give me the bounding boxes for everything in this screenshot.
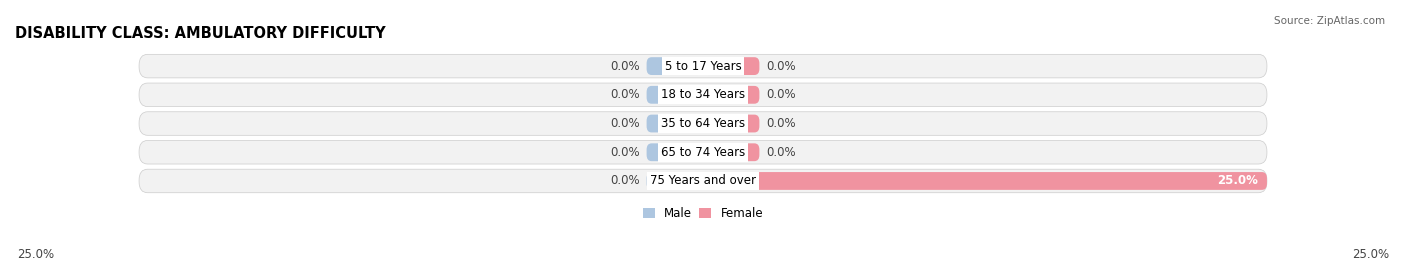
Text: 25.0%: 25.0%	[1218, 175, 1258, 187]
FancyBboxPatch shape	[139, 83, 1267, 107]
FancyBboxPatch shape	[139, 140, 1267, 164]
FancyBboxPatch shape	[703, 143, 759, 161]
Text: 75 Years and over: 75 Years and over	[650, 175, 756, 187]
FancyBboxPatch shape	[703, 86, 759, 104]
Text: 0.0%: 0.0%	[610, 117, 640, 130]
Legend: Male, Female: Male, Female	[638, 203, 768, 225]
Text: 0.0%: 0.0%	[610, 146, 640, 159]
Text: 0.0%: 0.0%	[766, 60, 796, 73]
FancyBboxPatch shape	[139, 54, 1267, 78]
Text: 0.0%: 0.0%	[766, 117, 796, 130]
FancyBboxPatch shape	[703, 57, 759, 75]
FancyBboxPatch shape	[647, 143, 703, 161]
Text: Source: ZipAtlas.com: Source: ZipAtlas.com	[1274, 16, 1385, 26]
Text: 0.0%: 0.0%	[766, 88, 796, 101]
FancyBboxPatch shape	[703, 115, 759, 132]
Text: DISABILITY CLASS: AMBULATORY DIFFICULTY: DISABILITY CLASS: AMBULATORY DIFFICULTY	[15, 26, 385, 41]
Text: 25.0%: 25.0%	[1353, 248, 1389, 261]
FancyBboxPatch shape	[139, 112, 1267, 135]
FancyBboxPatch shape	[647, 115, 703, 132]
FancyBboxPatch shape	[703, 172, 1267, 190]
FancyBboxPatch shape	[647, 172, 703, 190]
FancyBboxPatch shape	[139, 169, 1267, 193]
Text: 0.0%: 0.0%	[766, 146, 796, 159]
FancyBboxPatch shape	[647, 57, 703, 75]
FancyBboxPatch shape	[647, 86, 703, 104]
Text: 5 to 17 Years: 5 to 17 Years	[665, 60, 741, 73]
Text: 0.0%: 0.0%	[610, 60, 640, 73]
Text: 65 to 74 Years: 65 to 74 Years	[661, 146, 745, 159]
Text: 35 to 64 Years: 35 to 64 Years	[661, 117, 745, 130]
Text: 0.0%: 0.0%	[610, 88, 640, 101]
Text: 18 to 34 Years: 18 to 34 Years	[661, 88, 745, 101]
Text: 0.0%: 0.0%	[610, 175, 640, 187]
Text: 25.0%: 25.0%	[17, 248, 53, 261]
